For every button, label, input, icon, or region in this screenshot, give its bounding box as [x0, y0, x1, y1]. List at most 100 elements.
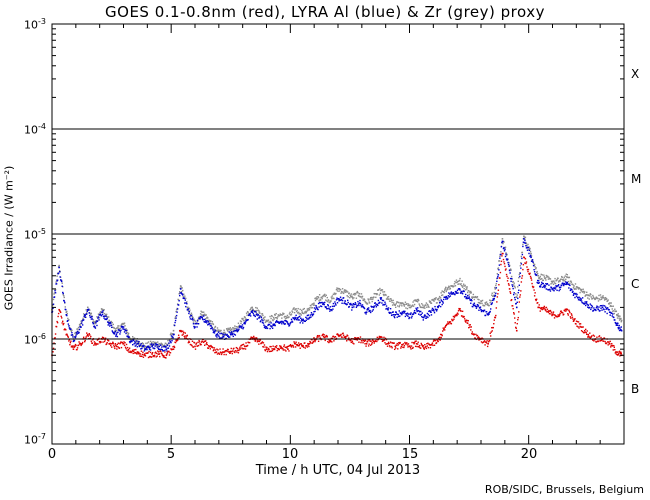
data-point [468, 326, 470, 329]
data-point [185, 297, 187, 300]
data-point [443, 291, 445, 294]
data-point [530, 279, 533, 281]
data-point [439, 297, 442, 299]
data-point [584, 304, 587, 307]
data-point [425, 302, 428, 304]
data-point [425, 345, 427, 348]
data-point [158, 351, 160, 353]
data-point [188, 341, 191, 343]
data-point [137, 351, 139, 353]
data-point [618, 324, 620, 327]
data-point [353, 306, 355, 308]
data-point [180, 286, 182, 288]
data-point [184, 295, 186, 297]
data-point [146, 342, 149, 344]
data-point [401, 305, 403, 307]
data-point [384, 342, 386, 344]
data-point [76, 328, 79, 330]
data-point [611, 342, 613, 345]
data-point [264, 321, 267, 324]
data-point [294, 317, 297, 320]
flare-class-lines [52, 128, 624, 340]
data-point [214, 325, 217, 328]
data-point [345, 290, 348, 292]
data-point [96, 324, 98, 327]
data-point [491, 326, 493, 329]
data-point [340, 333, 342, 336]
data-point [314, 340, 316, 343]
data-point [410, 312, 412, 314]
data-point [569, 311, 571, 314]
data-point [161, 346, 163, 348]
data-point [547, 289, 550, 291]
data-point [73, 338, 75, 341]
data-point [118, 329, 121, 332]
data-point [546, 283, 549, 285]
data-point [400, 345, 403, 348]
data-point [465, 286, 467, 288]
data-point [258, 340, 261, 343]
data-point [385, 343, 387, 345]
data-point [259, 315, 261, 317]
data-point [139, 355, 141, 357]
data-point [350, 295, 352, 298]
data-point [293, 311, 296, 314]
data-point [159, 349, 161, 351]
data-point [433, 344, 436, 346]
data-point [454, 293, 456, 296]
data-point [349, 338, 351, 341]
data-point [576, 293, 578, 296]
data-point [332, 335, 335, 338]
data-point [199, 313, 202, 315]
data-point [209, 319, 211, 322]
data-point [161, 348, 164, 351]
data-point [178, 336, 180, 339]
data-point [504, 247, 506, 249]
data-point [155, 352, 158, 355]
data-point [247, 311, 249, 313]
data-point [575, 286, 578, 288]
data-point [311, 342, 314, 344]
data-point [52, 307, 54, 310]
data-point [307, 318, 309, 320]
data-point [247, 341, 250, 344]
data-point [546, 308, 549, 310]
data-point [427, 346, 430, 349]
data-point [472, 293, 475, 296]
data-point [296, 343, 299, 346]
data-point [232, 350, 234, 352]
data-point [94, 343, 96, 345]
data-point [296, 312, 299, 314]
data-point [252, 312, 254, 315]
data-point [212, 323, 214, 325]
data-point [594, 298, 597, 300]
data-point [369, 340, 371, 342]
data-point [512, 284, 515, 286]
data-point [454, 315, 456, 317]
data-point [566, 276, 568, 278]
data-point [461, 315, 463, 317]
data-point [100, 341, 102, 343]
data-point [378, 302, 380, 305]
data-point [586, 294, 588, 296]
data-point [80, 320, 82, 322]
data-point [267, 319, 270, 321]
data-point [282, 347, 284, 350]
data-point [147, 345, 150, 347]
data-point [325, 306, 327, 308]
series-layer [51, 235, 623, 359]
data-point [322, 303, 324, 305]
data-point [477, 336, 480, 338]
data-point [320, 296, 323, 298]
data-point [79, 322, 82, 325]
data-point [475, 305, 477, 308]
data-point [379, 287, 381, 290]
data-point [458, 283, 460, 285]
data-point [72, 348, 75, 350]
data-point [354, 294, 356, 296]
data-point [550, 283, 552, 285]
data-point [299, 322, 301, 324]
data-point [96, 320, 99, 323]
data-point [391, 314, 393, 316]
data-point [165, 354, 168, 357]
